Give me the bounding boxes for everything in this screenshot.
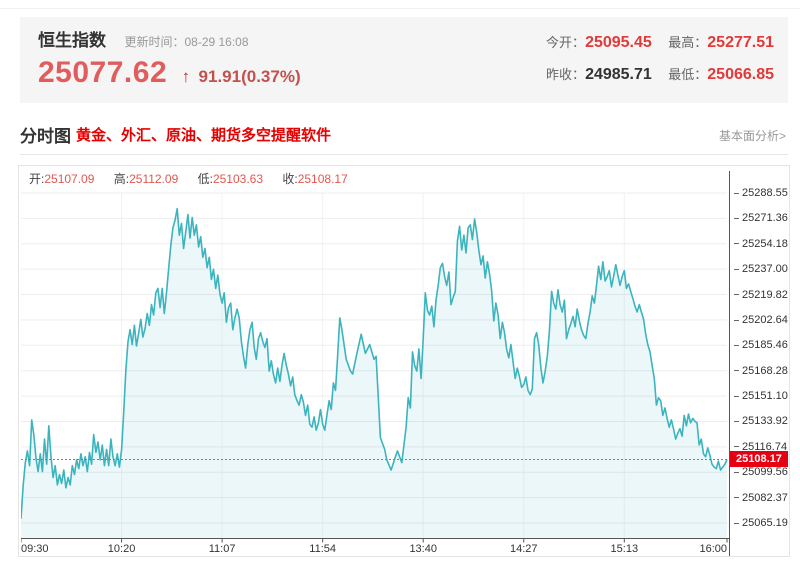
top-divider [0, 0, 800, 9]
ohlc-open: 开:25107.09 [29, 172, 95, 186]
intraday-chart[interactable] [21, 185, 729, 545]
promo-link[interactable]: 黄金、外汇、原油、期货多空提醒软件 [76, 127, 332, 144]
x-axis-label: 14:27 [509, 543, 538, 555]
update-time-label: 更新时间： [124, 35, 185, 49]
intraday-chart-container: 开:25107.09 高:25112.09 低:25103.63 收:25108… [18, 165, 790, 557]
y-axis-label: 25288.55 [734, 186, 798, 200]
fundamental-analysis-link[interactable]: 基本面分析> [718, 129, 786, 143]
y-axis-label: 25237.00 [734, 262, 798, 276]
y-axis-label: 25133.92 [734, 414, 798, 428]
current-index-value: 25077.62 [38, 56, 168, 89]
ohlc-close: 收:25108.17 [282, 172, 348, 186]
x-axis-label: 15:13 [610, 543, 639, 555]
y-axis-label: 25065.19 [734, 516, 798, 530]
right-axis-line [729, 171, 730, 556]
y-axis-label: 25151.10 [734, 389, 798, 403]
index-summary-left: 恒生指数 更新时间：08-29 16:08 25077.62 ↑ 91.91(0… [38, 30, 301, 90]
up-arrow-icon: ↑ [181, 67, 191, 86]
stat-prev-close: 昨收：24985.71 [546, 66, 652, 83]
y-axis-label: 25099.56 [734, 465, 798, 479]
x-axis-label: 10:20 [107, 543, 136, 555]
y-axis-label: 25185.46 [734, 338, 798, 352]
ohlc-row: 开:25107.09 高:25112.09 低:25103.63 收:25108… [29, 169, 364, 189]
y-axis-label: 25202.64 [734, 313, 798, 327]
stat-open: 今开：25095.45 [546, 34, 652, 51]
update-time: 更新时间：08-29 16:08 [124, 35, 248, 49]
x-axis-label: 11:54 [309, 543, 336, 555]
x-axis-label: 09:30 [21, 543, 49, 555]
stat-high: 最高：25277.51 [668, 34, 774, 51]
y-axis-label: 25271.36 [734, 211, 798, 225]
y-axis-label: 25168.28 [734, 364, 798, 378]
update-time-value: 08-29 16:08 [184, 35, 249, 49]
section-title: 分时图 [20, 127, 71, 146]
x-axis-label: 13:40 [409, 543, 437, 555]
y-axis-label: 25254.18 [734, 237, 798, 251]
index-name: 恒生指数 [38, 31, 106, 50]
index-summary-stats: 今开：25095.45 最高：25277.51 昨收：24985.71 最低：2… [534, 32, 774, 96]
current-price-badge: 25108.17 [730, 451, 788, 468]
section-bar: 分时图 黄金、外汇、原油、期货多空提醒软件 基本面分析> [20, 112, 788, 155]
ohlc-high: 高:25112.09 [113, 172, 179, 186]
stat-low: 最低：25066.85 [668, 66, 774, 83]
change-text: 91.91(0.37%) [198, 67, 301, 86]
y-axis-label: 25082.37 [734, 491, 798, 505]
index-summary-card: 恒生指数 更新时间：08-29 16:08 25077.62 ↑ 91.91(0… [20, 17, 788, 103]
ohlc-low: 低:25103.63 [197, 172, 264, 186]
y-axis-label: 25116.74 [734, 440, 798, 454]
x-axis-label: 11:07 [208, 543, 236, 555]
x-axis-label: 16:00 [699, 543, 727, 555]
y-axis-label: 25219.82 [734, 288, 798, 302]
